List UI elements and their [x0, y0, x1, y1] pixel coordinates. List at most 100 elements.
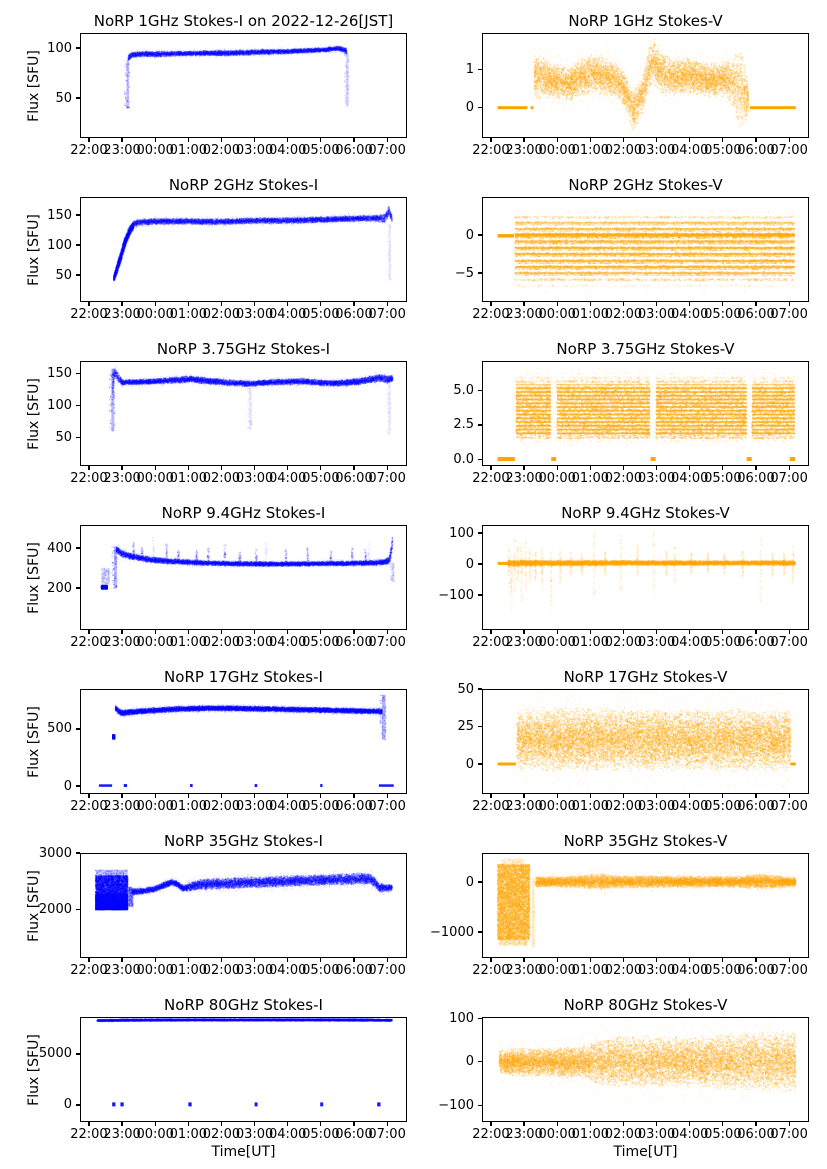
x-tick-label: 03:00	[235, 307, 274, 322]
x-tick-mark	[622, 958, 625, 962]
x-tick-mark	[253, 958, 256, 962]
x-tick-label: 00:00	[538, 1127, 576, 1142]
x-tick-label: 00:00	[538, 963, 576, 978]
subplot-norp-9-4ghz-stokes-i: NoRP 9.4GHz Stokes-I 200 400 22:00 23:00 00:0…	[26, 504, 407, 650]
x-tick-label: 07:00	[770, 635, 808, 650]
x-tick-label: 07:00	[368, 1127, 406, 1142]
y-tick-mark	[477, 389, 482, 391]
x-tick-label: 05:00	[302, 471, 340, 486]
y-tick-label: 5.0	[453, 382, 474, 398]
x-tick-label: 22:00	[472, 963, 510, 978]
x-tick-mark	[655, 794, 658, 798]
x-tick-label: 23:00	[505, 143, 543, 158]
plot-area-canvas	[482, 33, 809, 138]
subplot-norp-3-75ghz-stokes-v: NoRP 3.75GHz Stokes-V 0.0 2.5 5.0 22:00 23:00…	[453, 340, 809, 486]
x-tick-label: 05:00	[302, 307, 340, 322]
x-tick-mark	[88, 630, 90, 634]
x-tick-label: 04:00	[670, 963, 709, 978]
x-tick-label: 02:00	[202, 799, 241, 814]
x-tick-mark	[121, 794, 123, 798]
x-tick-label: 22:00	[70, 307, 108, 322]
x-tick-mark	[589, 466, 591, 470]
y-tick-label: 0	[465, 1054, 474, 1070]
x-tick-mark	[88, 1122, 90, 1126]
x-tick-mark	[655, 138, 658, 142]
x-tick-mark	[320, 958, 322, 962]
x-tick-mark	[689, 302, 691, 306]
x-tick-label: 00:00	[136, 963, 174, 978]
x-tick-mark	[755, 630, 757, 634]
y-tick-mark	[477, 881, 482, 883]
x-tick-label: 22:00	[70, 635, 108, 650]
x-tick-mark	[490, 302, 492, 306]
x-tick-mark	[320, 630, 322, 634]
plot-area-canvas	[80, 689, 407, 794]
x-tick-label: 22:00	[472, 307, 510, 322]
x-tick-mark	[490, 138, 492, 142]
x-tick-label: 22:00	[472, 1127, 510, 1142]
x-tick-mark	[353, 138, 355, 142]
x-tick-label: 02:00	[202, 471, 241, 486]
x-tick-mark	[287, 630, 289, 634]
y-tick-mark	[75, 852, 80, 854]
x-tick-label: 02:00	[604, 1127, 643, 1142]
x-tick-mark	[523, 958, 525, 962]
y-tick-label: 0	[465, 556, 474, 572]
x-tick-label: 02:00	[202, 307, 241, 322]
x-tick-label: 02:00	[202, 1127, 241, 1142]
subplot-norp-3-75ghz-stokes-i: NoRP 3.75GHz Stokes-I 50 100 150 22:00 23:00 0…	[26, 340, 407, 486]
x-tick-mark	[689, 958, 691, 962]
x-tick-label: 00:00	[538, 635, 576, 650]
x-tick-label: 06:00	[737, 307, 775, 322]
x-tick-mark	[386, 630, 388, 634]
subplot-norp-35ghz-stokes-i: NoRP 35GHz Stokes-I 2000 3000 22:00 23:00 00:…	[26, 832, 407, 978]
x-tick-mark	[253, 466, 256, 470]
x-tick-mark	[386, 302, 388, 306]
x-tick-mark	[556, 1122, 558, 1126]
x-tick-label: 23:00	[103, 471, 141, 486]
x-tick-label: 04:00	[670, 471, 709, 486]
x-tick-mark	[220, 138, 223, 142]
x-tick-mark	[187, 302, 189, 306]
x-tick-mark	[622, 302, 625, 306]
x-tick-label: 02:00	[604, 799, 643, 814]
y-tick-mark	[75, 909, 80, 911]
x-tick-label: 23:00	[505, 1127, 543, 1142]
y-tick-mark	[477, 931, 482, 933]
x-tick-label: 22:00	[472, 471, 510, 486]
x-tick-mark	[523, 466, 525, 470]
y-tick-mark	[75, 404, 80, 407]
y-tick-mark	[75, 214, 80, 216]
y-tick-label: 0.0	[453, 452, 474, 468]
x-tick-mark	[220, 466, 223, 470]
x-tick-mark	[556, 958, 558, 962]
x-tick-mark	[622, 794, 625, 798]
plot-area-canvas	[80, 33, 407, 138]
plot-area-canvas	[80, 361, 407, 466]
x-tick-mark	[655, 958, 658, 962]
x-tick-label: 03:00	[637, 143, 676, 158]
subplot-title: NoRP 17GHz Stokes-V	[563, 668, 728, 686]
x-tick-label: 22:00	[472, 799, 510, 814]
x-tick-label: 02:00	[202, 143, 241, 158]
x-tick-label: 05:00	[704, 143, 742, 158]
x-tick-mark	[353, 1122, 355, 1126]
x-tick-label: 04:00	[268, 307, 307, 322]
x-tick-mark	[523, 1122, 525, 1126]
y-tick-mark	[477, 459, 482, 461]
y-tick-label: 150	[47, 366, 72, 382]
subplot-title: NoRP 1GHz Stokes-I on 2022-12-26[JST]	[93, 12, 394, 30]
x-tick-mark	[490, 1122, 492, 1126]
y-tick-label: 100	[449, 525, 474, 541]
x-tick-mark	[788, 794, 790, 798]
x-tick-label: 06:00	[737, 635, 775, 650]
subplot-title: NoRP 3.75GHz Stokes-V	[556, 340, 735, 358]
y-tick-label: 400	[47, 540, 72, 556]
x-tick-label: 00:00	[538, 471, 576, 486]
x-tick-label: 00:00	[538, 143, 576, 158]
x-tick-mark	[320, 138, 322, 142]
x-tick-mark	[490, 466, 492, 470]
x-tick-mark	[556, 466, 558, 470]
x-tick-mark	[589, 630, 591, 634]
y-tick-label: 3000	[38, 845, 72, 861]
